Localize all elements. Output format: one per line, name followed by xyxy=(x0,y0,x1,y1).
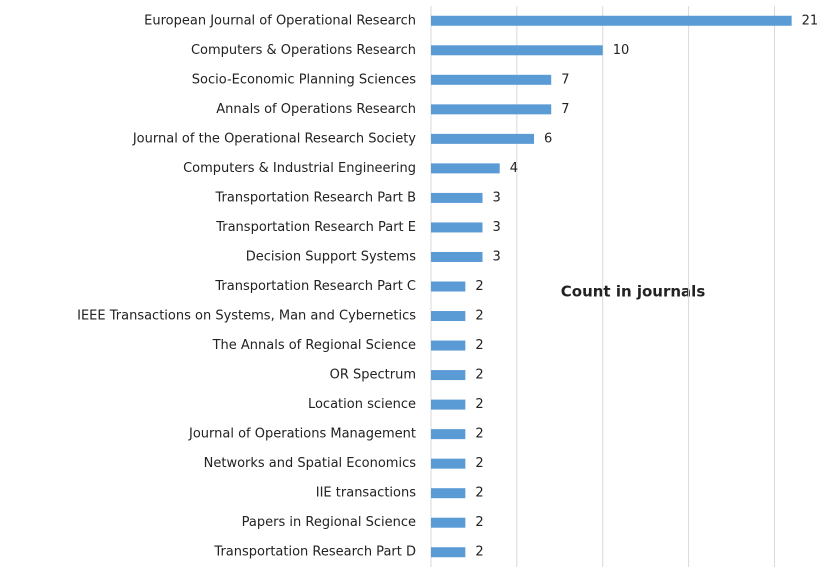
y-tick-label: Journal of the Operational Research Soci… xyxy=(132,131,416,146)
y-tick-label: The Annals of Regional Science xyxy=(212,338,416,353)
bar xyxy=(431,429,466,440)
y-tick-label: IIE transactions xyxy=(316,486,416,501)
chart-title: Count in journals xyxy=(561,283,706,301)
value-label: 2 xyxy=(475,309,483,324)
value-label: 3 xyxy=(493,220,501,235)
bar xyxy=(431,222,483,233)
value-label: 2 xyxy=(475,515,483,530)
bar xyxy=(431,251,483,262)
bar xyxy=(431,399,466,410)
bar xyxy=(431,488,466,499)
y-tick-label: Transportation Research Part D xyxy=(213,545,416,560)
bar xyxy=(431,163,500,174)
y-tick-label: Socio-Economic Planning Sciences xyxy=(192,72,416,87)
value-label: 6 xyxy=(544,131,552,146)
y-tick-label: Transportation Research Part C xyxy=(214,279,416,294)
bar xyxy=(431,192,483,203)
bar xyxy=(431,458,466,469)
value-label: 2 xyxy=(475,486,483,501)
value-label: 3 xyxy=(493,249,501,264)
y-tick-label: Transportation Research Part B xyxy=(215,190,416,205)
bar xyxy=(431,74,552,85)
y-tick-label: Journal of Operations Management xyxy=(188,427,416,442)
bar xyxy=(431,45,603,56)
y-tick-label: European Journal of Operational Research xyxy=(144,13,416,28)
value-label: 2 xyxy=(475,338,483,353)
y-tick-label: Papers in Regional Science xyxy=(242,515,416,530)
value-label: 21 xyxy=(802,13,819,28)
y-tick-label: Transportation Research Part E xyxy=(215,220,416,235)
value-label: 7 xyxy=(561,102,569,117)
value-label: 2 xyxy=(475,279,483,294)
y-tick-label: Annals of Operations Research xyxy=(216,102,416,117)
bar xyxy=(431,281,466,292)
value-label: 2 xyxy=(475,456,483,471)
y-tick-label: Decision Support Systems xyxy=(246,249,416,264)
value-label: 2 xyxy=(475,368,483,383)
bar xyxy=(431,311,466,322)
y-tick-label: Computers & Industrial Engineering xyxy=(183,161,416,176)
y-tick-label: Networks and Spatial Economics xyxy=(204,456,417,471)
bar xyxy=(431,370,466,381)
bar xyxy=(431,104,552,115)
value-label: 2 xyxy=(475,397,483,412)
bar xyxy=(431,15,792,26)
value-label: 10 xyxy=(613,43,630,58)
bar xyxy=(431,517,466,528)
value-label: 7 xyxy=(561,72,569,87)
bar xyxy=(431,133,535,144)
value-label: 2 xyxy=(475,427,483,442)
value-label: 3 xyxy=(493,190,501,205)
bar xyxy=(431,547,466,558)
y-tick-label: OR Spectrum xyxy=(330,368,416,383)
y-tick-label: Location science xyxy=(308,397,416,412)
y-tick-label: Computers & Operations Research xyxy=(191,43,416,58)
y-tick-label: IEEE Transactions on Systems, Man and Cy… xyxy=(77,309,416,324)
value-label: 2 xyxy=(475,545,483,560)
bar xyxy=(431,340,466,351)
value-label: 4 xyxy=(510,161,518,176)
